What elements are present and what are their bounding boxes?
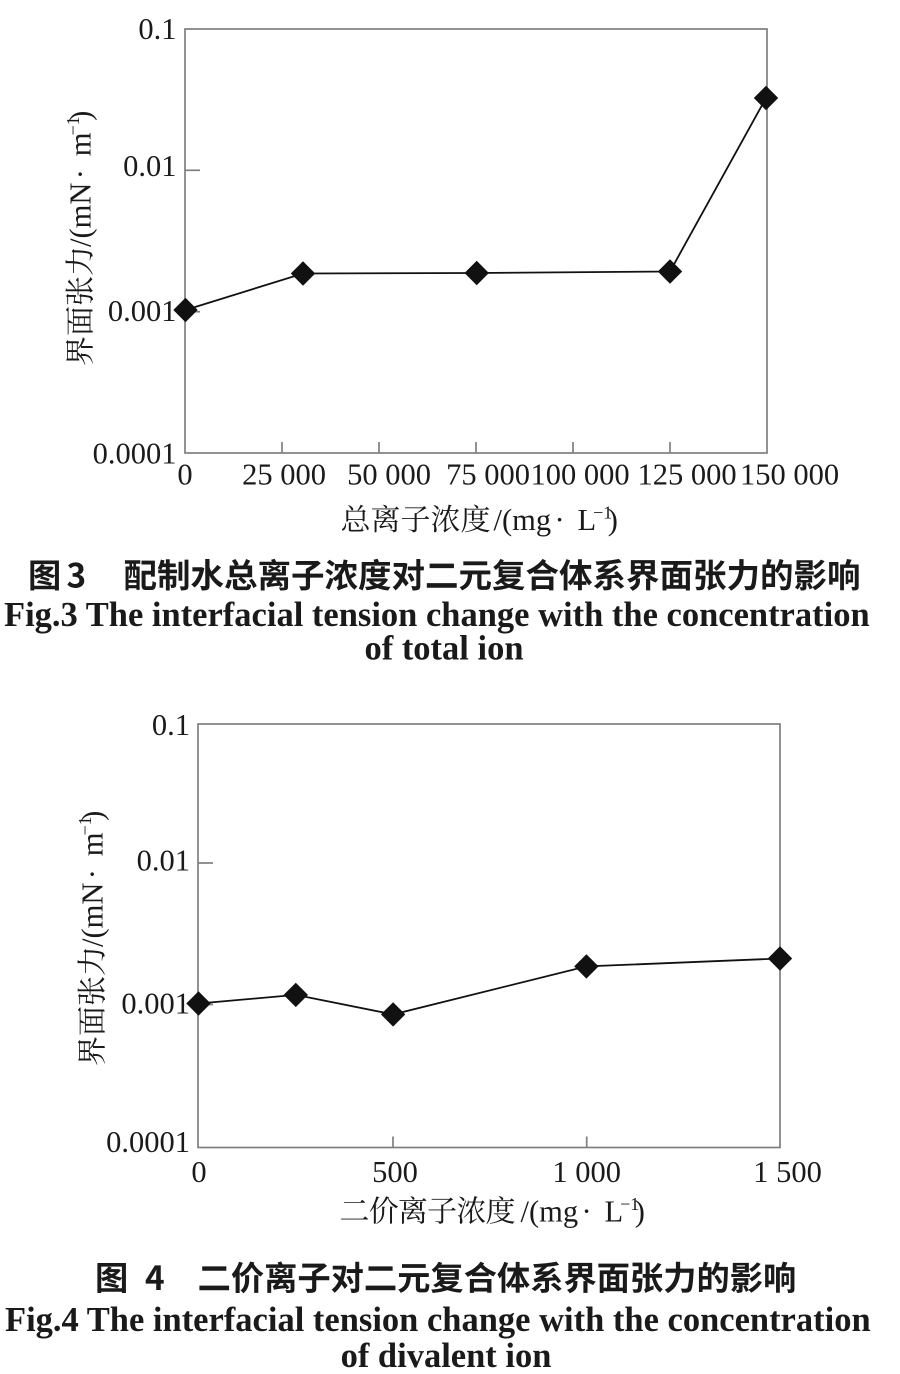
svg-text:/(mg·L−1): /(mg · L−1) (494, 503, 618, 538)
svg-text:0: 0 (191, 1155, 206, 1189)
svg-text:75 000: 75 000 (446, 458, 530, 492)
svg-text:150 000: 150 000 (740, 458, 839, 492)
svg-text:0.01: 0.01 (123, 149, 176, 183)
svg-text:0.0001: 0.0001 (106, 1125, 190, 1159)
svg-text:1 000: 1 000 (552, 1155, 621, 1189)
svg-text:Fig.3 The interfacial tension: Fig.3 The interfacial tension change wit… (4, 596, 870, 634)
svg-text:0: 0 (177, 458, 192, 492)
svg-text:Fig.4 The interfacial tension: Fig.4 The interfacial tension change wit… (5, 1301, 871, 1339)
svg-text:of divalent ion: of divalent ion (341, 1337, 552, 1374)
svg-text:100 000: 100 000 (530, 458, 629, 492)
svg-text:0.001: 0.001 (121, 987, 190, 1021)
svg-text:0.1: 0.1 (152, 708, 190, 742)
svg-text:50 000: 50 000 (347, 458, 431, 492)
svg-text:/(mN·m−1): /(mN·m−1) (63, 111, 98, 247)
svg-text:/(mN·m−1): /(mN·m−1) (75, 811, 110, 947)
svg-text:25 000: 25 000 (242, 458, 326, 492)
svg-text:0.0001: 0.0001 (93, 436, 177, 470)
svg-text:125 000: 125 000 (637, 458, 736, 492)
svg-text:0.001: 0.001 (108, 294, 177, 328)
svg-text:500: 500 (372, 1155, 418, 1189)
svg-text:of total ion: of total ion (364, 629, 523, 667)
svg-text:1 500: 1 500 (753, 1155, 822, 1189)
svg-text:0.01: 0.01 (137, 843, 190, 877)
svg-text:0.1: 0.1 (138, 12, 176, 46)
